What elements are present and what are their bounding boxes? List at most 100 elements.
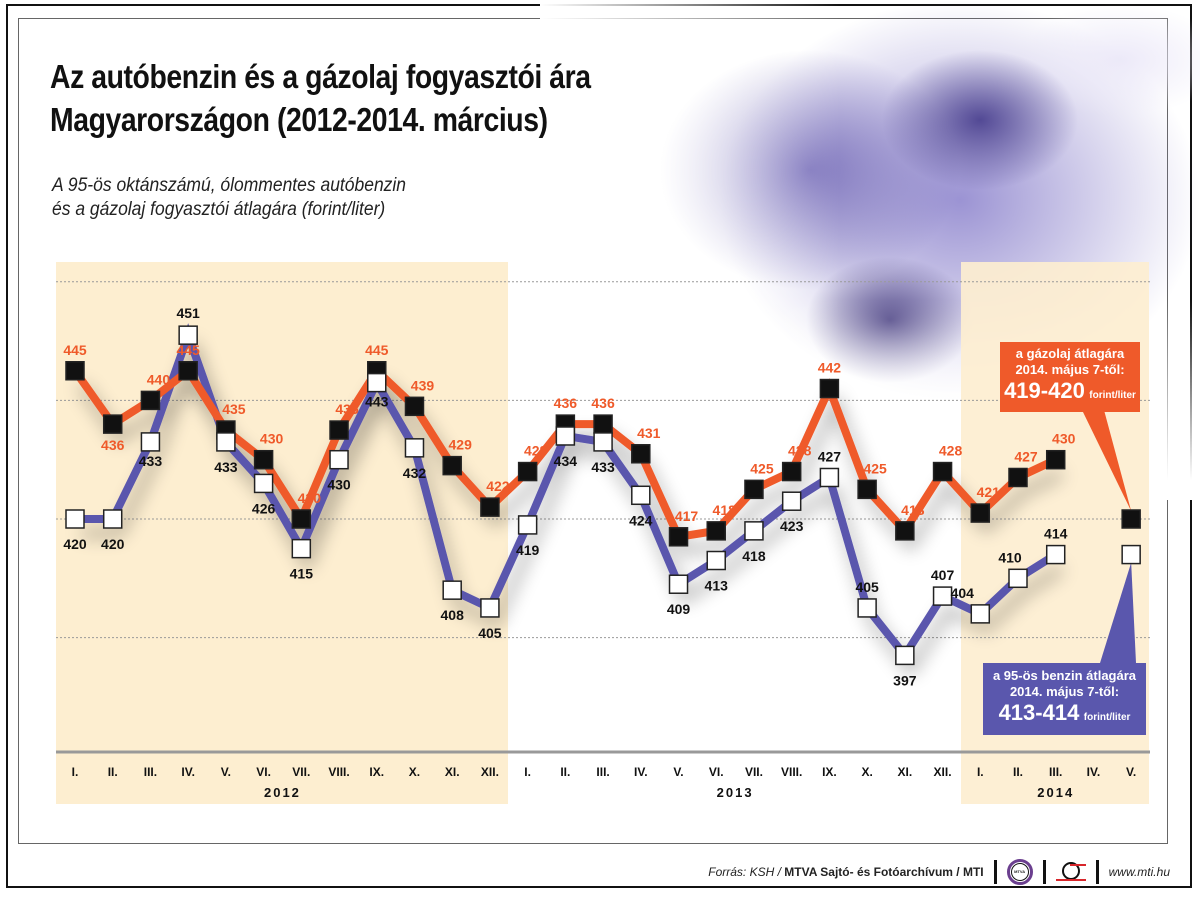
diesel-marker [631, 444, 651, 464]
petrol-marker [140, 432, 161, 452]
chart-subtitle: A 95-ös oktánszámú, ólommentes autóbenzi… [52, 174, 406, 222]
petrol-callout-line2: 2014. május 7-től: [1009, 684, 1120, 699]
x-tick-label: V. [221, 765, 231, 779]
diesel-marker [480, 497, 500, 517]
petrol-marker [744, 521, 764, 541]
petrol-callout-unit: forint/liter [1083, 712, 1131, 723]
footer-divider [993, 860, 997, 884]
diesel-data-label: 427 [1014, 448, 1038, 464]
diesel-marker [857, 479, 877, 500]
diesel-data-label: 440 [147, 371, 171, 387]
x-tick-label: IV. [634, 765, 648, 779]
diesel-data-label: 436 [101, 437, 125, 453]
subtitle-line-1: A 95-ös oktánszámú, ólommentes autóbenzi… [52, 175, 407, 196]
petrol-marker [329, 449, 349, 470]
petrol-marker [819, 467, 840, 488]
x-tick-label: I. [977, 765, 984, 779]
petrol-data-label: 405 [478, 625, 502, 641]
x-tick-label: IV. [181, 765, 195, 779]
petrol-data-label: 408 [441, 607, 465, 623]
petrol-data-label: 433 [591, 459, 615, 475]
x-tick-label: I. [72, 765, 79, 779]
petrol-callout-line1: a 95-ös benzin átlagára [992, 668, 1137, 683]
x-tick-label: VII. [745, 765, 763, 779]
petrol-callout-value: 413-414 [998, 700, 1080, 725]
diesel-callout-unit: forint/liter [1089, 390, 1136, 401]
website-link[interactable]: www.mti.hu [1108, 865, 1170, 879]
petrol-data-label: 434 [554, 453, 578, 469]
petrol-projection-marker [1121, 544, 1141, 565]
petrol-data-label: 433 [139, 453, 163, 469]
petrol-data-label: 433 [214, 459, 238, 475]
x-tick-label: VIII. [328, 765, 349, 779]
diesel-data-label: 436 [554, 395, 578, 411]
diesel-marker [65, 361, 85, 381]
diesel-data-label: 417 [675, 508, 699, 524]
petrol-data-label: 414 [1044, 526, 1068, 542]
diesel-marker [668, 527, 689, 547]
diesel-marker [140, 390, 161, 411]
petrol-marker [102, 509, 123, 529]
diesel-marker [706, 521, 726, 541]
petrol-marker [253, 473, 274, 494]
diesel-data-label: 418 [901, 502, 925, 518]
x-tick-label: IV. [1087, 765, 1101, 779]
petrol-data-label: 404 [951, 585, 975, 601]
petrol-data-label: 410 [998, 549, 1022, 565]
diesel-marker [781, 461, 802, 482]
petrol-marker [631, 485, 651, 506]
source-credit: Forrás: KSH / MTVA Sajtó- és Fotóarchívu… [708, 865, 983, 879]
x-tick-label: III. [596, 765, 609, 779]
x-tick-label: II. [1013, 765, 1023, 779]
diesel-marker [1045, 449, 1066, 470]
petrol-marker [895, 645, 915, 666]
petrol-data-label: 407 [931, 567, 955, 583]
diesel-marker [895, 521, 915, 541]
petrol-marker [178, 325, 198, 345]
diesel-data-label: 428 [524, 443, 548, 459]
page-title: Az autóbenzin és a gázolaj fogyasztói ár… [50, 55, 591, 141]
petrol-data-label: 409 [667, 601, 691, 617]
diesel-marker [819, 378, 840, 399]
diesel-data-label: 445 [176, 342, 200, 358]
diesel-marker [744, 479, 764, 500]
diesel-marker [1008, 467, 1028, 488]
diesel-marker [102, 414, 123, 434]
petrol-marker [291, 538, 312, 559]
petrol-callout-pointer [1100, 562, 1136, 663]
x-tick-label: II. [108, 765, 118, 779]
x-tick-label: V. [1126, 765, 1136, 779]
petrol-marker [932, 586, 953, 606]
x-tick-label: VI. [709, 765, 724, 779]
petrol-data-label: 424 [629, 512, 653, 528]
x-tick-label: X. [409, 765, 420, 779]
diesel-callout-line1: a gázolaj átlagára [1015, 346, 1125, 361]
diesel-data-label: 428 [939, 443, 963, 459]
petrol-data-label: 430 [327, 477, 351, 493]
x-tick-label: IX. [369, 765, 384, 779]
diesel-data-label: 429 [449, 437, 473, 453]
petrol-data-label: 443 [365, 394, 389, 410]
x-tick-label: II. [560, 765, 570, 779]
petrol-marker [857, 598, 877, 618]
diesel-data-label: 430 [260, 431, 284, 447]
diesel-callout-line2: 2014. május 7-től: [1015, 362, 1125, 377]
mtva-logo-text: MTVA [1010, 863, 1029, 881]
x-tick-label: IX. [822, 765, 837, 779]
diesel-data-label: 418 [713, 502, 737, 518]
diesel-callout-value: 419-420 [1004, 378, 1085, 403]
diesel-marker [932, 461, 953, 482]
year-band-2012 [56, 262, 508, 804]
subtitle-line-2: és a gázolaj fogyasztói átlagára (forint… [52, 199, 386, 220]
petrol-data-label: 420 [101, 536, 125, 552]
mti-logo-icon [1055, 860, 1086, 884]
x-tick-label: XI. [898, 765, 913, 779]
petrol-data-label: 397 [893, 672, 917, 688]
petrol-data-label: 426 [252, 500, 276, 516]
diesel-marker [517, 461, 538, 482]
petrol-data-label: 405 [855, 579, 879, 595]
petrol-marker [706, 550, 726, 571]
diesel-data-label: 425 [750, 460, 774, 476]
x-tick-label: VII. [292, 765, 310, 779]
diesel-marker [404, 396, 425, 417]
